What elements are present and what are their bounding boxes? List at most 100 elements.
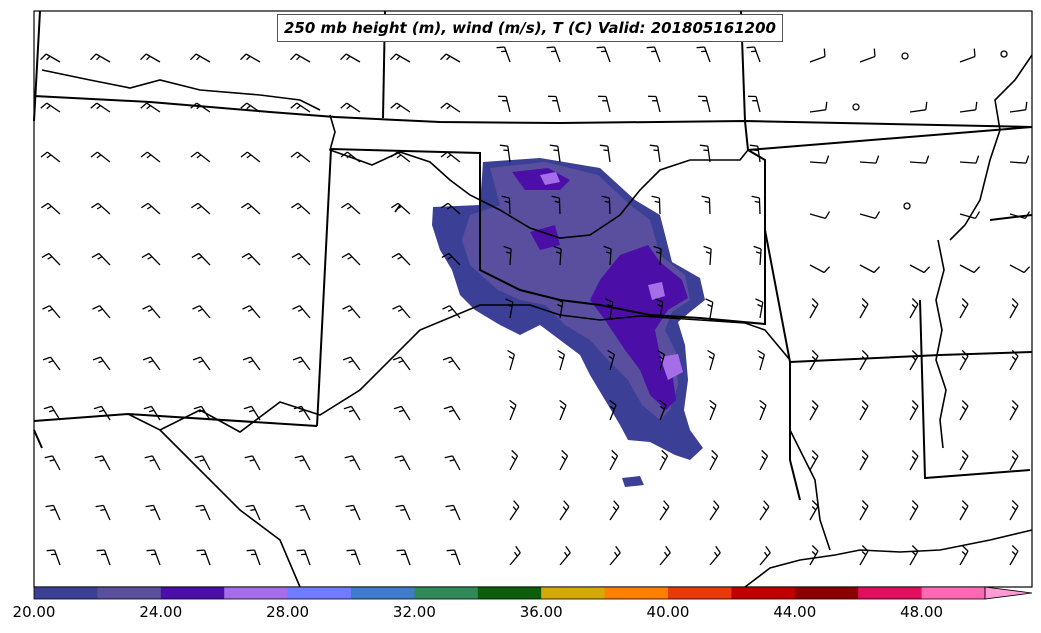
colorbar-segment bbox=[160, 587, 225, 599]
wind-barb bbox=[605, 298, 614, 319]
wind-barb bbox=[609, 399, 617, 421]
wind-barb bbox=[959, 400, 969, 421]
wind-barb bbox=[1009, 350, 1019, 371]
wind-barb bbox=[509, 449, 519, 471]
temp-region-24-east bbox=[590, 245, 688, 410]
wind-barb bbox=[598, 95, 611, 113]
wind-barb bbox=[90, 102, 111, 113]
wind-barb bbox=[391, 202, 411, 215]
wind-barb bbox=[94, 455, 111, 471]
wind-barb bbox=[498, 95, 511, 113]
wind-barb bbox=[1009, 264, 1031, 274]
wind-barb bbox=[344, 455, 361, 471]
border-southwest bbox=[33, 429, 43, 449]
calm-marker bbox=[901, 52, 909, 60]
wind-barb bbox=[394, 455, 411, 471]
wind-barb bbox=[443, 405, 461, 421]
wind-barb bbox=[390, 151, 411, 163]
wind-barb bbox=[959, 101, 978, 113]
calm-marker bbox=[903, 202, 911, 210]
wind-barb bbox=[41, 202, 61, 215]
wind-barb bbox=[345, 504, 361, 521]
wind-barb bbox=[1009, 500, 1019, 521]
wind-barb bbox=[142, 305, 161, 319]
colorbar-segment bbox=[34, 587, 98, 599]
wind-barb bbox=[809, 500, 819, 521]
colorbar-segment bbox=[921, 587, 986, 599]
wind-barb bbox=[90, 151, 111, 163]
colorbar-segment bbox=[97, 587, 162, 599]
colorbar-segment bbox=[668, 587, 732, 599]
wind-barbs bbox=[40, 46, 1031, 566]
wind-barb bbox=[909, 400, 919, 421]
wind-barb bbox=[242, 356, 261, 371]
wind-barb bbox=[699, 144, 711, 163]
river-platte bbox=[41, 69, 321, 111]
wind-barb bbox=[809, 400, 819, 421]
wind-barb bbox=[340, 53, 361, 63]
colorbar bbox=[33, 586, 1033, 600]
border-arkansas-louisiana bbox=[789, 351, 1033, 363]
wind-barb bbox=[44, 455, 61, 471]
wind-barb bbox=[609, 500, 620, 521]
wind-barb bbox=[91, 202, 111, 215]
wind-barb bbox=[748, 95, 761, 113]
wind-barb bbox=[440, 151, 461, 163]
wind-barb bbox=[192, 305, 211, 319]
wind-barb bbox=[809, 298, 819, 319]
wind-barb bbox=[96, 549, 111, 566]
calm-wind-markers bbox=[852, 50, 1008, 210]
wind-barb bbox=[709, 449, 719, 471]
wind-barb bbox=[809, 264, 831, 274]
wind-barb bbox=[246, 549, 261, 566]
wind-barb bbox=[243, 405, 261, 421]
border-missouri-arkansas-north bbox=[747, 126, 1033, 151]
wind-barb bbox=[709, 545, 721, 566]
wind-barb bbox=[553, 245, 562, 266]
wind-barb bbox=[192, 356, 211, 371]
wind-barb bbox=[343, 405, 361, 421]
colorbar-segment bbox=[794, 587, 859, 599]
wind-barb bbox=[759, 399, 767, 421]
wind-barb bbox=[40, 53, 61, 63]
wind-barb bbox=[45, 504, 61, 521]
wind-barb bbox=[141, 202, 161, 215]
wind-barb bbox=[444, 455, 461, 471]
wind-barb bbox=[746, 46, 761, 63]
wind-barb bbox=[599, 144, 611, 163]
wind-barb bbox=[659, 545, 671, 566]
wind-barb bbox=[43, 405, 61, 421]
wind-barb bbox=[341, 202, 361, 215]
colorbar-segment bbox=[414, 587, 479, 599]
colorbar-tick-label: 36.00 bbox=[519, 603, 563, 621]
wind-barb bbox=[143, 405, 161, 421]
border-arkansas-texas-louisiana bbox=[764, 229, 801, 501]
coastline-gulf bbox=[744, 529, 1033, 588]
colorbar-segment bbox=[541, 587, 606, 599]
wind-barb bbox=[142, 356, 161, 371]
wind-barb bbox=[555, 298, 564, 319]
wind-barb bbox=[441, 252, 461, 266]
wind-barb bbox=[140, 102, 161, 113]
wind-barb bbox=[503, 245, 512, 266]
colorbar-tick-label: 24.00 bbox=[139, 603, 183, 621]
wind-barb bbox=[659, 399, 667, 421]
wind-barb bbox=[703, 245, 712, 266]
wind-barb bbox=[195, 504, 211, 521]
wind-barb bbox=[909, 155, 930, 164]
temp-region-20-south bbox=[622, 476, 644, 487]
wind-barb bbox=[859, 500, 869, 521]
wind-barb bbox=[390, 102, 411, 113]
wind-barb bbox=[41, 252, 61, 266]
wind-barb bbox=[42, 305, 61, 319]
wind-barb bbox=[549, 144, 561, 163]
wind-barb bbox=[509, 500, 520, 521]
wind-barb bbox=[141, 252, 161, 266]
wind-barb bbox=[242, 305, 261, 319]
wind-barb bbox=[95, 504, 111, 521]
border-oklahoma bbox=[330, 148, 766, 326]
wind-barb bbox=[146, 549, 161, 566]
wind-barb bbox=[1009, 155, 1030, 164]
colorbar-tick-label: 32.00 bbox=[392, 603, 436, 621]
